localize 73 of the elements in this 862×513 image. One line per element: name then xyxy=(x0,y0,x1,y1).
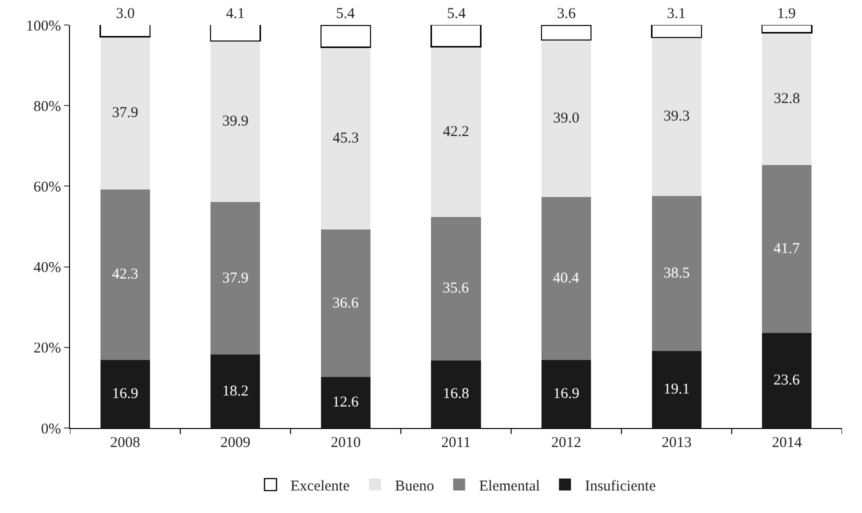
bar xyxy=(100,189,150,360)
data-label: 16.8 xyxy=(442,386,470,402)
bar xyxy=(541,40,592,198)
legend-label: Elemental xyxy=(479,478,540,494)
y-tick-label: 80% xyxy=(34,98,61,115)
bar xyxy=(540,25,592,41)
data-label: 39.0 xyxy=(553,110,580,126)
data-label: 37.9 xyxy=(112,105,138,122)
y-tick-label: 100% xyxy=(26,18,61,34)
bar xyxy=(100,360,150,428)
bar xyxy=(320,25,372,48)
bar xyxy=(430,25,482,48)
x-tick-label: 2009 xyxy=(220,435,250,451)
data-label: 16.9 xyxy=(553,386,580,402)
data-label: 45.3 xyxy=(332,130,359,146)
bar xyxy=(761,25,812,34)
data-label: 39.3 xyxy=(663,108,690,125)
bar xyxy=(652,37,702,196)
data-label: 38.5 xyxy=(663,265,690,282)
data-label: 41.7 xyxy=(773,240,800,257)
data-label: 39.9 xyxy=(222,114,249,130)
bar xyxy=(210,354,260,428)
y-tick-label: 20% xyxy=(34,340,61,357)
bar xyxy=(210,25,261,42)
bar xyxy=(431,216,481,360)
bar xyxy=(762,164,812,333)
data-label: 42.2 xyxy=(442,124,470,140)
bar xyxy=(652,351,702,428)
x-tick-label: 2011 xyxy=(441,435,471,451)
bar xyxy=(431,46,481,217)
data-label: 23.6 xyxy=(773,372,800,388)
y-tick-label: 40% xyxy=(34,260,61,276)
bar xyxy=(320,230,371,378)
data-label: 36.6 xyxy=(332,295,360,312)
x-tick-label: 2013 xyxy=(662,435,692,451)
x-tick-label: 2008 xyxy=(110,435,140,451)
bar xyxy=(210,202,260,355)
legend-label: Insuficiente xyxy=(584,478,656,494)
data-label: 19.1 xyxy=(663,382,690,398)
x-tick-label: 2012 xyxy=(551,435,582,451)
y-tick-label: 0% xyxy=(41,421,61,438)
data-label: 12.6 xyxy=(332,394,360,411)
data-label: 4.1 xyxy=(226,6,245,22)
bar xyxy=(541,360,592,428)
bar xyxy=(210,41,260,202)
data-label: 35.6 xyxy=(442,280,470,297)
data-label: 3.0 xyxy=(116,6,135,22)
legend-label: Bueno xyxy=(394,478,434,494)
data-label: 32.8 xyxy=(774,90,800,107)
bar xyxy=(320,47,371,230)
bar xyxy=(651,25,702,38)
data-label: 1.9 xyxy=(777,6,796,22)
x-tick-label: 2010 xyxy=(330,435,361,451)
legend-label: Excelente xyxy=(290,478,350,494)
x-tick-label: 2014 xyxy=(772,435,802,451)
data-label: 42.3 xyxy=(112,266,138,283)
data-label: 37.9 xyxy=(222,270,249,286)
data-label: 5.4 xyxy=(336,6,356,22)
data-label: 3.6 xyxy=(557,6,576,22)
data-label: 18.2 xyxy=(222,383,249,400)
data-label: 16.9 xyxy=(112,386,138,402)
bar xyxy=(431,360,481,428)
bar xyxy=(541,197,592,360)
bar xyxy=(100,25,151,38)
bar xyxy=(100,36,150,190)
y-tick-label: 60% xyxy=(34,179,61,196)
bar xyxy=(762,32,812,165)
data-label: 3.1 xyxy=(667,6,686,22)
data-label: 40.4 xyxy=(552,270,580,286)
bar xyxy=(320,377,371,428)
data-label: 5.4 xyxy=(447,6,466,22)
bar xyxy=(762,332,812,428)
bar xyxy=(652,196,702,352)
